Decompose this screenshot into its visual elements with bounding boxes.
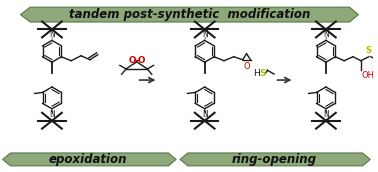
Text: S: S xyxy=(259,69,266,78)
Text: N: N xyxy=(49,110,55,119)
Text: ring-opening: ring-opening xyxy=(231,153,316,166)
Text: tandem post-synthetic  modification: tandem post-synthetic modification xyxy=(69,8,311,21)
Text: O: O xyxy=(243,62,250,71)
Text: OH: OH xyxy=(362,71,375,80)
Text: N: N xyxy=(323,110,329,119)
Text: epoxidation: epoxidation xyxy=(48,153,127,166)
Text: H: H xyxy=(253,69,260,78)
Polygon shape xyxy=(20,7,358,22)
Text: S: S xyxy=(366,46,372,55)
Text: O: O xyxy=(129,56,136,64)
Text: N: N xyxy=(323,30,329,39)
Polygon shape xyxy=(180,153,370,166)
Polygon shape xyxy=(3,153,176,166)
Text: N: N xyxy=(49,30,55,39)
Text: N: N xyxy=(202,30,208,39)
Text: N: N xyxy=(202,110,208,119)
Text: O: O xyxy=(137,56,145,64)
